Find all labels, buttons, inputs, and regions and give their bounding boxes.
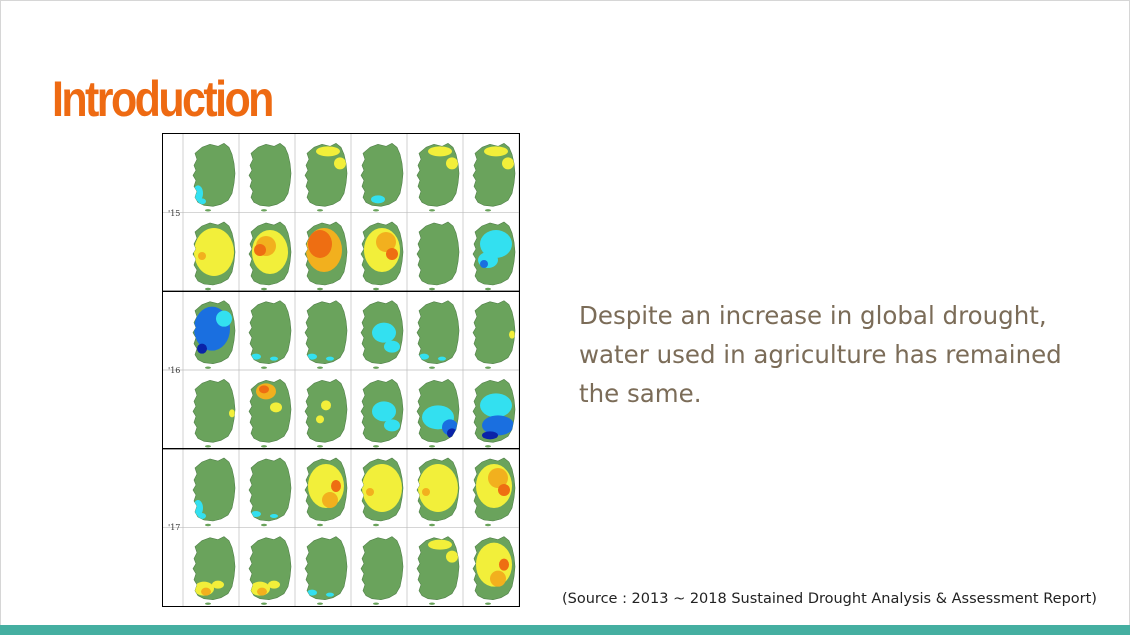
- drought-map-grid: [163, 134, 520, 606]
- drought-map-panel: [192, 221, 236, 291]
- drought-map-panel: [248, 142, 292, 212]
- drought-map-panel: [472, 457, 516, 527]
- drought-map-panel: [360, 300, 404, 369]
- drought-map-panel: [304, 142, 348, 212]
- year-label-2015: '15: [168, 209, 181, 218]
- drought-map-panel: [360, 221, 404, 291]
- drought-map-panel: [472, 378, 516, 448]
- drought-map-panel: [304, 536, 348, 605]
- drought-map-panel: [248, 378, 292, 448]
- drought-map-panel: [192, 142, 236, 212]
- drought-map-panel: [360, 536, 404, 605]
- drought-map-panel: [192, 457, 236, 527]
- slide-title: Introduction: [52, 71, 274, 127]
- drought-map-panel: [192, 536, 236, 605]
- body-statement: Despite an increase in global drought, w…: [579, 301, 1062, 408]
- drought-map-panel: [248, 536, 292, 605]
- drought-map-panel: [416, 378, 460, 448]
- drought-map-panel: [416, 300, 460, 369]
- drought-map-panel: [472, 536, 516, 605]
- drought-map-panel: [248, 457, 292, 527]
- drought-map-panel: [248, 300, 292, 369]
- drought-map-panel: [416, 457, 460, 527]
- drought-map-panel: [360, 457, 404, 527]
- bottom-accent-bar: [0, 625, 1130, 635]
- drought-map-panel: [360, 378, 404, 448]
- source-citation: (Source : 2013 ~ 2018 Sustained Drought …: [562, 591, 1097, 607]
- drought-map-panel: [416, 221, 460, 291]
- drought-map-panel: [472, 221, 516, 291]
- drought-map-panel: [472, 142, 516, 212]
- drought-map-panel: [192, 300, 236, 369]
- drought-map-panel: [248, 221, 292, 291]
- drought-map-panel: [472, 300, 516, 369]
- drought-map-panel: [304, 378, 348, 448]
- year-label-2017: '17: [168, 523, 181, 532]
- drought-map-panel: [304, 221, 348, 291]
- drought-map-panel: [304, 457, 348, 527]
- drought-map-panel: [416, 536, 460, 605]
- drought-map-panel: [416, 142, 460, 212]
- drought-map-panel: [192, 378, 236, 448]
- drought-map-panel: [360, 142, 404, 212]
- drought-map-panel: [304, 300, 348, 369]
- year-label-2016: '16: [168, 366, 181, 375]
- drought-map-figure: '15 '16 '17: [162, 133, 520, 607]
